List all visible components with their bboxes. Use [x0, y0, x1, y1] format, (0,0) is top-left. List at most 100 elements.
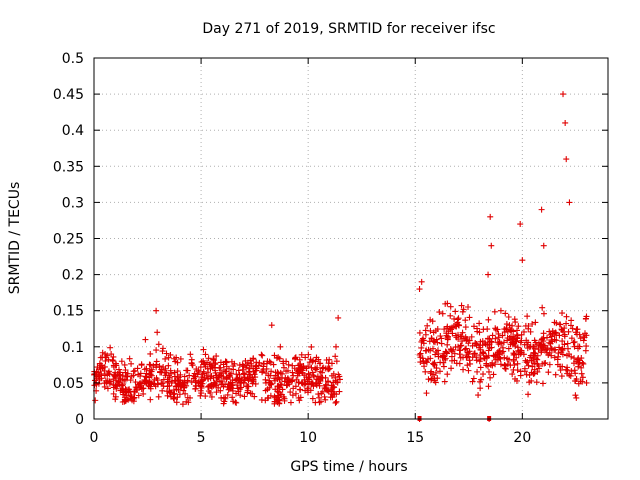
data-point	[465, 351, 472, 358]
data-point	[107, 344, 114, 351]
data-point	[292, 355, 299, 362]
tick-layer	[93, 57, 608, 420]
data-point	[174, 380, 181, 387]
data-point	[524, 313, 531, 320]
data-point	[220, 383, 227, 390]
data-point	[279, 370, 286, 377]
data-point	[539, 304, 546, 311]
data-point	[517, 372, 524, 379]
data-point	[509, 371, 516, 378]
data-point	[126, 355, 133, 362]
data-point	[160, 376, 167, 383]
data-point	[271, 352, 278, 359]
data-point	[422, 358, 429, 365]
data-point	[517, 347, 524, 354]
data-point	[437, 333, 444, 340]
data-point	[192, 385, 199, 392]
data-point	[558, 373, 565, 380]
data-point	[547, 331, 554, 338]
data-point	[505, 314, 512, 320]
data-point	[568, 368, 575, 375]
y-tick-label: 0.4	[62, 123, 84, 139]
data-point	[102, 357, 109, 364]
data-point	[281, 397, 288, 404]
data-point	[570, 339, 577, 346]
data-point	[277, 369, 284, 376]
data-point	[123, 386, 130, 393]
data-point	[260, 366, 267, 373]
data-point	[460, 366, 467, 373]
data-point	[470, 375, 477, 382]
data-point	[416, 329, 423, 336]
data-point	[284, 381, 291, 388]
data-point	[225, 372, 232, 379]
data-point	[284, 367, 291, 374]
data-point	[416, 286, 423, 293]
y-tick-label: 0.5	[62, 51, 84, 67]
data-point	[233, 390, 240, 397]
data-point	[274, 388, 281, 395]
data-point	[292, 390, 299, 397]
data-point	[264, 358, 271, 365]
data-point	[265, 379, 272, 386]
data-point	[428, 335, 435, 342]
data-point	[316, 399, 323, 406]
data-point	[466, 357, 473, 364]
data-point	[153, 347, 160, 354]
data-point	[183, 367, 190, 374]
data-point	[176, 391, 183, 398]
data-point	[475, 392, 482, 399]
chart-title: Day 271 of 2019, SRMTID for receiver ifs…	[202, 21, 495, 37]
data-point	[332, 399, 339, 406]
data-point	[213, 353, 220, 360]
data-point	[583, 379, 590, 386]
data-point	[579, 378, 586, 385]
data-point	[173, 399, 180, 406]
data-point	[309, 395, 316, 402]
data-point	[224, 391, 231, 398]
data-point	[546, 328, 553, 335]
data-point	[574, 356, 581, 363]
data-point	[104, 385, 111, 392]
data-point	[267, 392, 274, 399]
data-point	[510, 328, 517, 335]
data-point	[313, 354, 320, 361]
data-point	[230, 363, 237, 370]
data-point	[538, 336, 545, 343]
data-point	[437, 359, 444, 366]
data-point	[540, 338, 547, 345]
data-point	[492, 335, 499, 342]
data-point	[540, 343, 547, 350]
data-point	[298, 351, 305, 358]
data-point	[580, 360, 587, 367]
data-point	[534, 361, 541, 368]
data-point	[455, 315, 462, 322]
data-point	[462, 317, 469, 324]
data-point	[563, 366, 570, 373]
data-point	[198, 383, 205, 390]
data-point	[207, 375, 214, 382]
data-point	[165, 362, 172, 369]
data-point	[451, 315, 458, 322]
data-point	[448, 348, 455, 355]
data-point	[444, 336, 451, 343]
data-point	[104, 371, 111, 378]
data-point	[546, 349, 553, 356]
data-point	[512, 375, 519, 382]
data-point	[216, 372, 223, 379]
data-point	[447, 325, 454, 332]
data-point	[483, 353, 490, 360]
data-point	[465, 304, 472, 311]
data-point	[441, 378, 448, 385]
data-point	[452, 308, 459, 315]
data-point	[328, 391, 335, 398]
data-point	[557, 363, 564, 370]
data-point	[515, 323, 522, 330]
data-point	[138, 362, 145, 369]
data-point	[510, 356, 517, 363]
data-point	[555, 350, 562, 357]
x-tick-label: 15	[406, 430, 424, 446]
data-point	[464, 353, 471, 360]
data-point	[317, 378, 324, 385]
data-point	[575, 355, 582, 362]
